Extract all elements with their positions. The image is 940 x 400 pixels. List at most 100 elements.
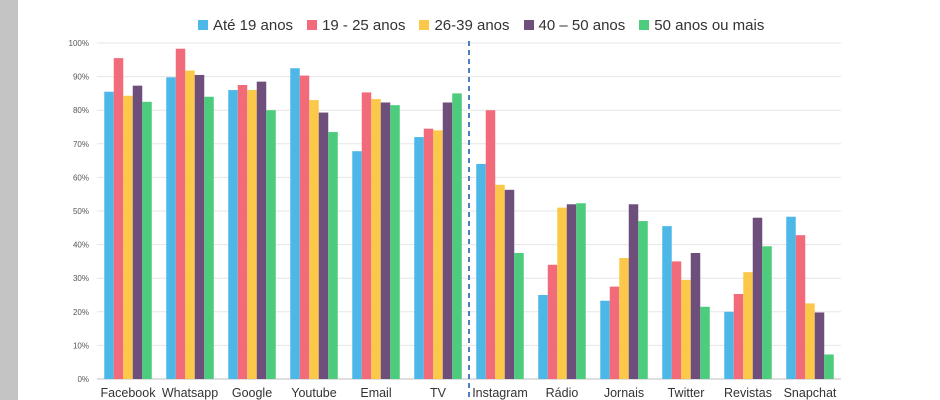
x-tick-label: Rádio (546, 386, 579, 400)
bar (557, 207, 567, 379)
legend-item: Até 19 anos (198, 17, 293, 34)
legend-swatch (639, 20, 650, 30)
bar (414, 137, 424, 379)
bar (352, 151, 362, 379)
bar (476, 163, 486, 379)
x-tick-label: Snapchat (784, 386, 837, 400)
bar (256, 81, 267, 379)
bar (237, 85, 248, 379)
y-tick-label: 90% (73, 73, 89, 82)
bar (743, 272, 753, 379)
bar (733, 293, 744, 379)
bar (175, 48, 186, 379)
x-tick-label: Jornais (604, 386, 644, 400)
bar (123, 95, 133, 379)
y-tick-label: 0% (77, 375, 89, 384)
bar (752, 217, 763, 379)
legend-label: 19 - 25 anos (322, 16, 406, 34)
x-tick-label: Whatsapp (162, 386, 218, 400)
bar (619, 258, 629, 379)
x-tick-label: Email (360, 386, 391, 400)
legend-item: 19 - 25 anos (307, 17, 405, 34)
bar (371, 99, 381, 379)
y-tick-label: 50% (73, 207, 89, 216)
bar (600, 300, 610, 379)
bar (433, 130, 443, 379)
bar (104, 91, 114, 379)
bar (185, 70, 195, 379)
bar (247, 90, 257, 379)
x-tick-label: Twitter (668, 386, 705, 400)
y-tick-label: 30% (73, 274, 89, 283)
bar (786, 216, 796, 379)
bar (824, 354, 834, 379)
bar (795, 235, 806, 379)
bar (113, 58, 124, 380)
bar (442, 102, 453, 380)
bar (681, 279, 691, 379)
legend-item: 40 – 50 anos (523, 16, 626, 34)
y-tick-label: 70% (73, 140, 89, 149)
bar (662, 226, 672, 379)
bar (204, 96, 214, 379)
bar (690, 253, 701, 379)
legend-label: Até 19 anos (213, 16, 294, 34)
bar (309, 100, 319, 380)
legend-swatch (523, 20, 534, 30)
bar (194, 74, 205, 380)
bar (299, 75, 310, 379)
bar (814, 312, 825, 379)
bar (576, 203, 586, 379)
x-tick-label: Facebook (101, 386, 157, 400)
bar (538, 295, 548, 379)
legend-label: 40 – 50 anos (538, 16, 626, 34)
bar (805, 303, 815, 379)
bar (504, 189, 515, 379)
bar (609, 286, 620, 379)
bar (485, 110, 496, 379)
legend: Até 19 anos 19 - 25 anos 26-39 anos 40 – 50… (198, 14, 764, 36)
x-tick-label: Youtube (291, 386, 336, 400)
y-tick-label: 10% (73, 341, 89, 350)
legend-item: 50 anos ou mais (639, 17, 764, 34)
bar (380, 102, 391, 380)
x-tick-label: Google (232, 386, 272, 400)
bar (390, 105, 400, 379)
bar (228, 90, 238, 379)
y-tick-label: 80% (73, 106, 89, 115)
bar (132, 85, 143, 379)
x-tick-label: Revistas (724, 386, 772, 400)
bar (671, 261, 682, 379)
bar (266, 110, 276, 379)
bar (423, 128, 434, 379)
bar (328, 132, 338, 379)
legend-label: 26-39 anos (434, 16, 510, 34)
y-tick-label: 40% (73, 241, 89, 250)
legend-label: 50 anos ou mais (654, 16, 765, 34)
bar (762, 246, 772, 379)
bar (547, 264, 558, 379)
bar (638, 221, 648, 379)
bar (361, 92, 372, 379)
bar (452, 93, 462, 380)
bar (495, 184, 505, 379)
y-tick-label: 100% (69, 39, 89, 48)
y-tick-label: 60% (73, 173, 89, 182)
bar (290, 68, 300, 379)
legend-item: 26-39 anos (419, 16, 510, 34)
legend-swatch (198, 20, 208, 30)
x-tick-label: TV (430, 386, 447, 400)
bar (166, 77, 176, 379)
legend-swatch (307, 20, 318, 30)
legend-swatch (419, 20, 430, 30)
bar (700, 306, 710, 379)
bar (724, 311, 734, 379)
left-margin-bar (0, 0, 18, 400)
bar (514, 253, 524, 379)
bar (318, 112, 329, 379)
x-tick-label: Instagram (472, 386, 528, 400)
bar (628, 204, 639, 379)
y-tick-label: 20% (73, 308, 89, 317)
bar (142, 101, 152, 380)
